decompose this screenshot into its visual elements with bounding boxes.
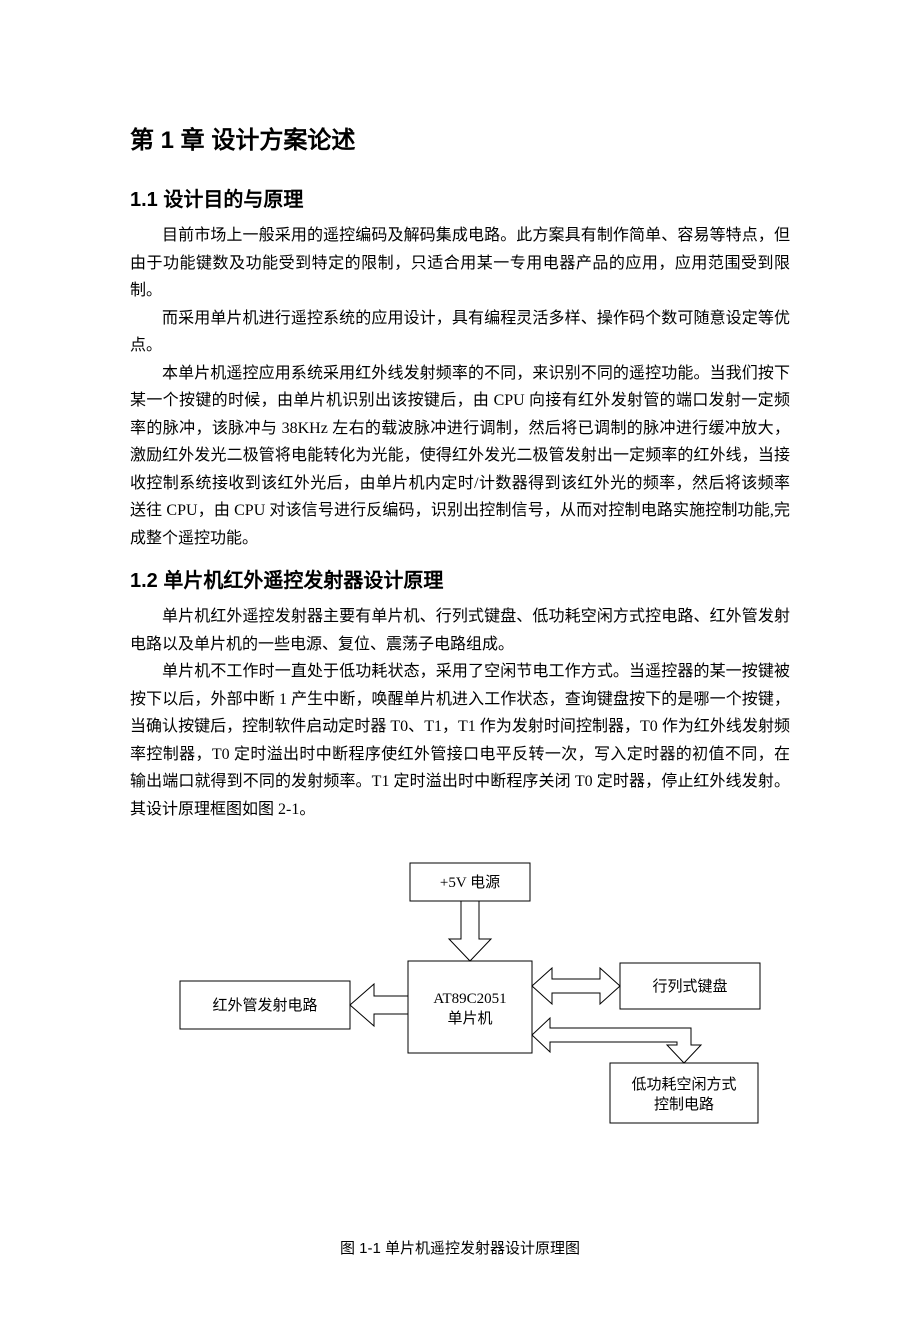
chapter-title: 第 1 章 设计方案论述 bbox=[130, 120, 790, 155]
page: 第 1 章 设计方案论述 1.1 设计目的与原理 目前市场上一般采用的遥控编码及… bbox=[0, 0, 920, 1338]
svg-text:单片机: 单片机 bbox=[447, 1010, 492, 1027]
section-2-paragraph-1: 单片机红外遥控发射器主要有单片机、行列式键盘、低功耗空闲方式控电路、红外管发射电… bbox=[130, 603, 790, 658]
section-1-paragraph-2: 而采用单片机进行遥控系统的应用设计，具有编程灵活多样、操作码个数可随意设定等优点… bbox=[130, 305, 790, 360]
svg-text:控制电路: 控制电路 bbox=[654, 1096, 714, 1113]
block-diagram: +5V 电源 AT89C2051 单片机 红外管发射电路 行列式键盘低功耗空闲方式控制电… bbox=[130, 853, 790, 1258]
block-diagram-svg: +5V 电源 AT89C2051 单片机 红外管发射电路 行列式键盘低功耗空闲方式控制电… bbox=[150, 853, 770, 1223]
svg-text:行列式键盘: 行列式键盘 bbox=[652, 977, 727, 995]
section-1-paragraph-3: 本单片机遥控应用系统采用红外线发射频率的不同，来识别不同的遥控功能。当我们按下某… bbox=[130, 360, 790, 553]
svg-text:低功耗空闲方式: 低功耗空闲方式 bbox=[631, 1076, 736, 1093]
svg-text:红外管发射电路: 红外管发射电路 bbox=[212, 997, 317, 1014]
svg-text:+5V 电源: +5V 电源 bbox=[440, 874, 500, 891]
diagram-caption: 图 1-1 单片机遥控发射器设计原理图 bbox=[340, 1237, 580, 1258]
section-1-title: 1.1 设计目的与原理 bbox=[130, 183, 790, 212]
svg-text:AT89C2051: AT89C2051 bbox=[433, 991, 506, 1007]
section-2-title: 1.2 单片机红外遥控发射器设计原理 bbox=[130, 564, 790, 593]
section-1-paragraph-1: 目前市场上一般采用的遥控编码及解码集成电路。此方案具有制作简单、容易等特点，但由… bbox=[130, 222, 790, 305]
section-2-paragraph-2: 单片机不工作时一直处于低功耗状态，采用了空闲节电工作方式。当遥控器的某一按键被按… bbox=[130, 658, 790, 823]
